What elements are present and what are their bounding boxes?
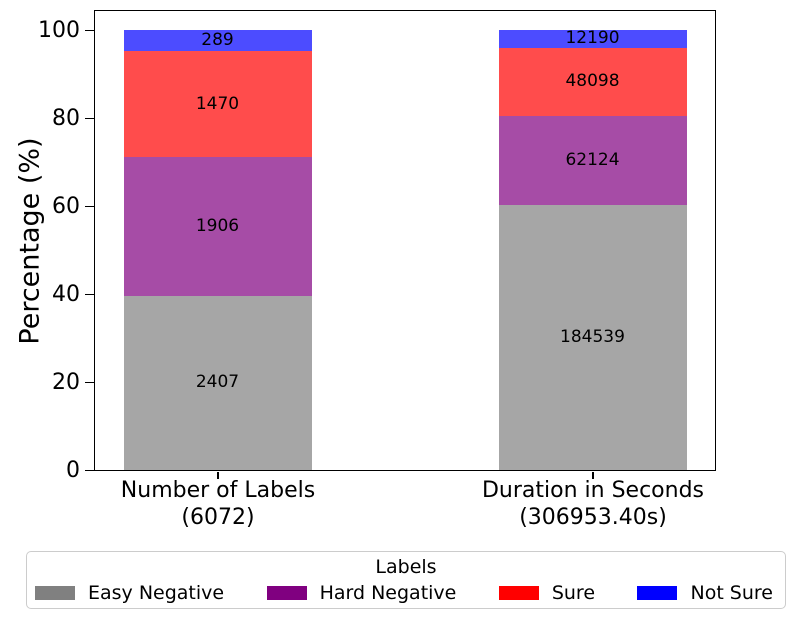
x-tick-label-number-of-labels: Number of Labels (6072) — [18, 477, 418, 531]
legend-title: Labels — [375, 556, 437, 578]
bar-segment-sure: 48098 — [498, 47, 687, 117]
legend-item-hard-negative: Hard Negative — [266, 581, 457, 605]
y-tick-mark — [85, 29, 94, 32]
legend-swatch-hard-negative — [266, 586, 307, 600]
x-tick-label-line1: Duration in Seconds — [481, 478, 705, 503]
plot-area: 2407 1906 1470 289 184539 62124 48098 12190 — [94, 10, 716, 471]
x-tick-label-line2: (6072) — [181, 505, 255, 530]
bar-segment-easy-negative: 184539 — [498, 205, 687, 470]
y-tick-mark — [85, 117, 94, 120]
bar-segment-not-sure: 289 — [123, 30, 312, 51]
bar-value-label: 62124 — [565, 150, 620, 171]
bar-segment-hard-negative: 1906 — [123, 157, 312, 296]
bar-value-label: 48098 — [565, 71, 620, 92]
legend-item-label: Not Sure — [690, 582, 773, 604]
bar-duration-in-seconds: 184539 62124 48098 12190 — [498, 28, 687, 470]
x-tick-label-line2: (306953.40s) — [519, 505, 667, 530]
bar-value-label: 289 — [201, 30, 234, 50]
legend-item-sure: Sure — [498, 581, 596, 605]
x-tick-label-duration-in-seconds: Duration in Seconds (306953.40s) — [393, 477, 793, 531]
legend-swatch-not-sure — [637, 586, 678, 600]
y-tick-label: 40 — [52, 282, 80, 307]
bar-value-label: 1906 — [195, 216, 240, 237]
x-tick-mark — [592, 471, 594, 479]
legend: Labels Easy Negative Hard Negative Sure Not… — [26, 551, 786, 609]
legend-item-label: Sure — [551, 582, 596, 604]
bar-segment-sure: 1470 — [123, 50, 312, 158]
legend-swatch-easy-negative — [35, 586, 75, 600]
legend-swatch-sure — [498, 586, 539, 600]
legend-items: Easy Negative Hard Negative Sure Not Sure — [27, 579, 785, 605]
bar-segment-hard-negative: 62124 — [498, 116, 687, 206]
legend-item-easy-negative: Easy Negative — [35, 581, 224, 605]
bar-value-label: 2407 — [195, 372, 240, 393]
y-axis-label: Percentage (%) — [14, 137, 46, 345]
y-tick-mark — [85, 205, 94, 208]
legend-item-label: Easy Negative — [88, 582, 225, 604]
bar-segment-not-sure: 12190 — [498, 28, 687, 49]
x-tick-mark — [217, 471, 219, 479]
bar-value-label: 12190 — [565, 28, 620, 49]
y-tick-mark — [85, 381, 94, 384]
y-tick-mark — [85, 469, 94, 472]
legend-item-not-sure: Not Sure — [637, 581, 773, 605]
bar-segment-easy-negative: 2407 — [123, 295, 312, 470]
y-tick-label: 20 — [52, 370, 80, 395]
y-tick-label: 60 — [52, 194, 80, 219]
legend-item-label: Hard Negative — [319, 582, 457, 604]
y-tick-label: 100 — [38, 18, 80, 43]
bar-value-label: 184539 — [560, 327, 625, 348]
x-tick-label-line1: Number of Labels — [120, 478, 316, 503]
bar-value-label: 1470 — [195, 93, 240, 114]
y-tick-label: 80 — [52, 106, 80, 131]
y-tick-label: 0 — [66, 458, 80, 483]
y-tick-mark — [85, 293, 94, 296]
bar-number-of-labels: 2407 1906 1470 289 — [123, 30, 312, 470]
